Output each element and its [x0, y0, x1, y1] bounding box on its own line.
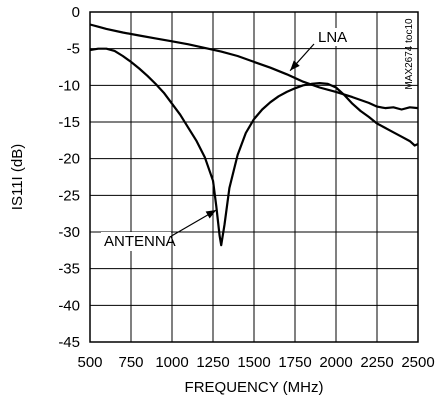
x-tick-label: 1000	[155, 354, 188, 371]
y-tick-label: -25	[58, 187, 80, 204]
x-tick-label: 750	[118, 354, 143, 371]
antenna-callout-arrowhead	[205, 210, 217, 219]
y-tick-label: -5	[67, 41, 80, 58]
lna-callout-background	[316, 28, 350, 46]
series-line-antenna	[89, 47, 419, 247]
y-tick-labels: 0 -5 -10 -15 -20 -25 -30 -35 -40 -45	[58, 4, 80, 351]
corner-label: MAX2674 toc10	[404, 18, 415, 90]
y-tick-label: -30	[58, 224, 80, 241]
series-line-lna	[89, 23, 419, 111]
x-tick-labels: 500 750 1000 1250 1500 1750 2000 2250 2500	[77, 354, 434, 371]
x-tick-label: 2250	[360, 354, 393, 371]
lna-callout-arrowhead	[290, 60, 300, 71]
plot-frame	[89, 11, 419, 343]
y-tick-label: 0	[72, 4, 80, 21]
x-axis-title: FREQUENCY (MHz)	[185, 379, 324, 396]
x-tick-label: 2000	[319, 354, 352, 371]
y-tick-label: -45	[58, 334, 80, 351]
y-tick-label: -15	[58, 114, 80, 131]
y-tick-label: -10	[58, 77, 80, 94]
y-tick-label: -40	[58, 297, 80, 314]
y-axis-title: IS11I (dB)	[9, 144, 26, 210]
antenna-callout-label: ANTENNA	[104, 233, 176, 250]
y-tick-label: -35	[58, 261, 80, 278]
antenna-callout-background	[101, 232, 171, 251]
x-tick-label: 1500	[237, 354, 270, 371]
x-tick-label: 1250	[196, 354, 229, 371]
x-tick-label: 500	[77, 354, 102, 371]
x-tick-label: 2500	[401, 354, 434, 371]
series-group	[89, 23, 419, 247]
x-tick-label: 1750	[278, 354, 311, 371]
lna-callout-label: LNA	[318, 29, 347, 46]
y-tick-label: -20	[58, 151, 80, 168]
